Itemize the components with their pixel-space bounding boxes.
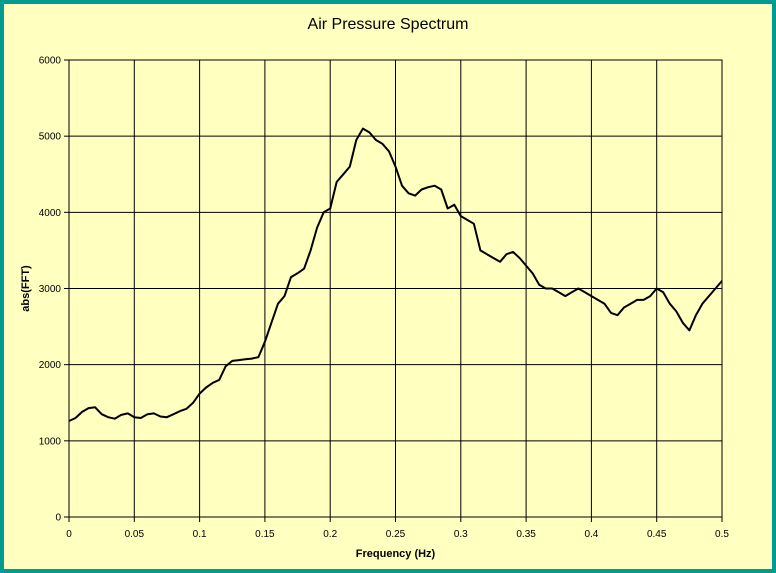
- x-tick-label: 0.25: [386, 529, 406, 540]
- y-tick-label: 0: [55, 513, 61, 524]
- y-tick-label: 2000: [39, 360, 62, 371]
- x-tick-label: 0.3: [454, 529, 468, 540]
- series-line: [68, 127, 723, 422]
- y-axis-label: abs(FFT): [20, 265, 32, 312]
- x-tick-label: 0.4: [584, 529, 598, 540]
- y-tick-label: 5000: [39, 132, 62, 143]
- y-axis-ticks: 0 1000 2000 3000 4000 5000 6000: [39, 56, 69, 524]
- y-tick-label: 1000: [39, 436, 62, 447]
- x-tick-label: 0: [66, 529, 72, 540]
- x-tick-label: 0.15: [255, 529, 275, 540]
- x-axis-ticks: 0 0.05 0.1 0.15 0.2 0.25 0.3 0.35 0.4 0.45 0.5: [66, 517, 729, 540]
- y-tick-label: 6000: [39, 56, 62, 67]
- grid-lines: [68, 59, 723, 518]
- x-tick-label: 0.1: [193, 529, 207, 540]
- y-tick-label: 3000: [39, 284, 62, 295]
- x-tick-label: 0.35: [516, 529, 536, 540]
- x-tick-label: 0.2: [323, 529, 337, 540]
- x-tick-label: 0.5: [715, 529, 729, 540]
- x-tick-label: 0.45: [647, 529, 667, 540]
- chart-title: Air Pressure Spectrum: [307, 16, 469, 33]
- x-axis-label: Frequency (Hz): [356, 548, 436, 560]
- y-tick-label: 4000: [39, 208, 62, 219]
- x-tick-label: 0.05: [125, 529, 145, 540]
